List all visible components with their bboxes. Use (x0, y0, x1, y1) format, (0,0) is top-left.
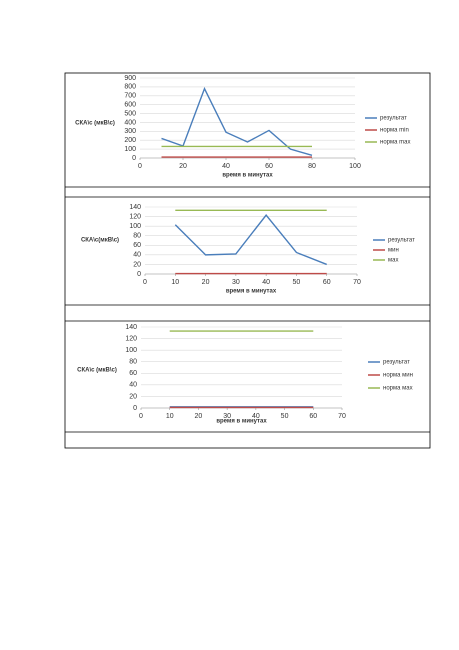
y-tick-label: 140 (125, 324, 137, 331)
y-tick-label: 80 (133, 233, 141, 240)
y-axis-label: СКА\с (мкВ\с) (75, 121, 115, 127)
y-tick-label: 800 (124, 84, 136, 91)
legend-label: норма max (380, 140, 410, 146)
y-tick-label: 100 (125, 347, 137, 354)
legend-label: результат (388, 238, 415, 244)
y-tick-label: 40 (129, 382, 137, 389)
y-tick-label: 40 (133, 252, 141, 259)
x-tick-label: 10 (166, 413, 174, 420)
x-tick-label: 60 (323, 279, 331, 286)
legend-label: мах (388, 258, 398, 264)
x-tick-label: 50 (281, 413, 289, 420)
x-tick-label: 0 (143, 279, 147, 286)
x-tick-label: 20 (202, 279, 210, 286)
x-tick-label: 70 (338, 413, 346, 420)
x-tick-label: 30 (223, 413, 231, 420)
x-tick-label: 70 (353, 279, 361, 286)
x-tick-label: 10 (171, 279, 179, 286)
y-tick-label: 400 (124, 119, 136, 126)
legend-label: мин (388, 248, 399, 254)
y-tick-label: 0 (137, 271, 141, 278)
series-line (174, 214, 327, 266)
y-tick-label: 500 (124, 110, 136, 117)
y-tick-label: 900 (124, 75, 136, 82)
x-tick-label: 0 (139, 413, 143, 420)
table-frame (64, 72, 431, 449)
x-tick-label: 30 (232, 279, 240, 286)
y-axis-label: СКА\с(мкВ\с) (81, 238, 119, 244)
table-borders (64, 72, 431, 449)
x-axis-label: время в минутах (222, 173, 273, 179)
x-tick-label: 80 (308, 163, 316, 170)
x-tick-label: 60 (309, 413, 317, 420)
x-axis-label: время в минутах (226, 289, 277, 295)
x-axis-label: время в минутах (216, 419, 267, 425)
y-tick-label: 120 (125, 335, 137, 342)
y-tick-label: 20 (129, 393, 137, 400)
x-tick-label: 40 (222, 163, 230, 170)
y-tick-label: 20 (133, 261, 141, 268)
x-tick-label: 100 (349, 163, 361, 170)
y-axis-label: СКА\с (мкВ\с) (77, 368, 117, 374)
x-tick-label: 40 (252, 413, 260, 420)
x-tick-label: 0 (138, 163, 142, 170)
y-tick-label: 0 (133, 405, 137, 412)
x-tick-label: 20 (179, 163, 187, 170)
legend-label: результат (380, 116, 407, 122)
legend-label: норма мах (383, 386, 413, 392)
y-tick-label: 200 (124, 137, 136, 144)
x-tick-label: 60 (265, 163, 273, 170)
y-tick-label: 140 (129, 204, 141, 211)
y-tick-label: 60 (129, 370, 137, 377)
y-tick-label: 100 (124, 146, 136, 153)
y-tick-label: 80 (129, 359, 137, 366)
legend-label: норма min (380, 128, 409, 134)
x-tick-label: 40 (262, 279, 270, 286)
y-tick-label: 700 (124, 93, 136, 100)
legend-label: норма мин (383, 373, 413, 379)
x-tick-label: 50 (293, 279, 301, 286)
y-tick-label: 300 (124, 128, 136, 135)
y-tick-label: 120 (129, 213, 141, 220)
y-tick-label: 100 (129, 223, 141, 230)
y-tick-label: 600 (124, 102, 136, 109)
y-tick-label: 0 (132, 155, 136, 162)
legend-label: результат (383, 360, 410, 366)
y-tick-label: 60 (133, 242, 141, 249)
x-tick-label: 20 (195, 413, 203, 420)
